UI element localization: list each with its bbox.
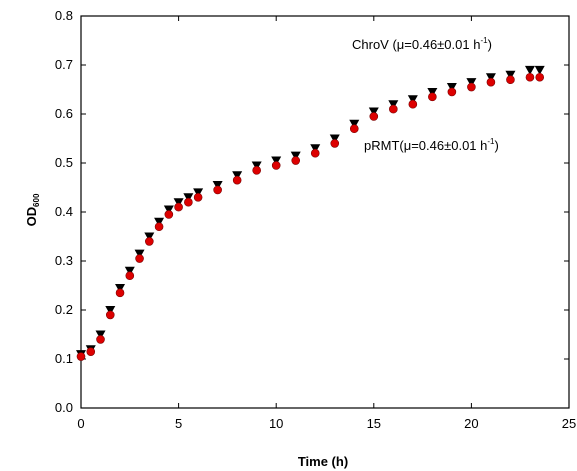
data-point-circle [232, 175, 242, 185]
data-point-triangle [183, 193, 194, 203]
data-point-triangle [427, 87, 438, 97]
data-point-circle [408, 99, 418, 109]
x-tick-label: 20 [464, 416, 478, 431]
data-point-triangle [105, 306, 116, 315]
y-tick-label: 0.7 [55, 57, 73, 72]
annotation-prmt: pRMT(μ=0.46±0.01 h-1) [364, 137, 499, 153]
data-point-triangle [485, 73, 496, 83]
data-point-triangle [407, 95, 418, 105]
data-point-circle [467, 82, 476, 92]
y-tick-label: 0.1 [55, 351, 73, 366]
data-point-circle [154, 222, 164, 231]
data-point-triangle [466, 78, 477, 88]
data-point-triangle [329, 134, 340, 144]
data-point-triangle [388, 100, 399, 110]
annotation-chrov: ChroV (μ=0.46±0.01 h-1) [352, 36, 492, 52]
data-point-triangle [124, 266, 135, 276]
data-point-triangle [251, 161, 262, 171]
data-point-triangle [163, 205, 174, 215]
y-tick-label: 0.3 [55, 253, 73, 268]
data-point-triangle [524, 65, 535, 75]
y-axis-ticks: 0.0 0.1 0.2 0.3 0.4 0.5 0.6 0.7 0.8 [55, 8, 569, 415]
data-point-circle [164, 210, 174, 219]
data-point-circle [291, 156, 301, 165]
data-point-circle [369, 112, 379, 121]
data-point-circle [96, 335, 105, 344]
data-point-circle [447, 87, 457, 97]
data-point-triangle [173, 198, 184, 208]
y-tick-label: 0.5 [55, 155, 73, 170]
x-tick-label: 15 [367, 416, 381, 431]
data-point-circle [184, 197, 193, 207]
data-point-circle [105, 310, 115, 320]
y-axis-title-main: OD [24, 207, 39, 227]
data-point-triangle [534, 65, 545, 75]
plot-frame [80, 15, 570, 409]
data-point-triangle [154, 217, 165, 227]
data-point-circle [428, 92, 437, 102]
data-point-circle [252, 166, 261, 175]
x-tick-label: 25 [562, 416, 576, 431]
data-point-triangle [310, 144, 321, 154]
data-point-circle [506, 75, 515, 84]
data-point-triangle [115, 283, 126, 293]
data-point-circle [525, 72, 535, 82]
data-point-triangle [290, 151, 301, 161]
y-tick-label: 0.8 [55, 8, 73, 23]
x-axis-ticks: 0 5 10 15 20 25 [77, 16, 576, 431]
data-point-circle [193, 193, 203, 202]
data-point-circle [349, 124, 359, 133]
data-point-circle [213, 185, 222, 195]
data-point-triangle [95, 330, 106, 340]
data-point-circle [486, 77, 496, 87]
data-point-circle [535, 72, 545, 82]
data-point-triangle [193, 188, 204, 198]
data-marks [76, 65, 545, 361]
y-tick-label: 0.4 [55, 204, 73, 219]
data-point-triangle [446, 83, 457, 93]
x-tick-label: 0 [77, 416, 84, 431]
y-tick-label: 0.2 [55, 302, 73, 317]
data-point-triangle [368, 107, 379, 117]
data-point-circle [115, 288, 125, 298]
data-point-circle [271, 161, 281, 170]
y-tick-label: 0.6 [55, 106, 73, 121]
data-point-circle [174, 202, 183, 212]
data-point-circle [76, 352, 86, 361]
data-point-circle [125, 271, 135, 281]
y-tick-label: 0.0 [55, 400, 73, 415]
plot-border [80, 15, 570, 409]
data-point-triangle [212, 181, 223, 191]
data-point-triangle [505, 70, 516, 80]
data-point-triangle [271, 156, 282, 166]
data-point-circle [145, 237, 154, 246]
data-point-triangle [144, 232, 155, 242]
data-point-triangle [349, 119, 360, 129]
data-point-triangle [134, 249, 145, 259]
x-tick-label: 10 [269, 416, 283, 431]
y-axis-title-subscript: 600 [32, 193, 41, 207]
data-point-circle [389, 104, 398, 114]
x-axis-title: Time (h) [298, 454, 348, 469]
data-point-circle [330, 139, 340, 148]
data-point-triangle [232, 171, 243, 181]
data-point-circle [310, 148, 320, 158]
data-point-circle [135, 254, 144, 263]
y-axis-title: OD600 [24, 193, 41, 226]
data-point-circle [86, 347, 96, 356]
x-tick-label: 5 [175, 416, 182, 431]
